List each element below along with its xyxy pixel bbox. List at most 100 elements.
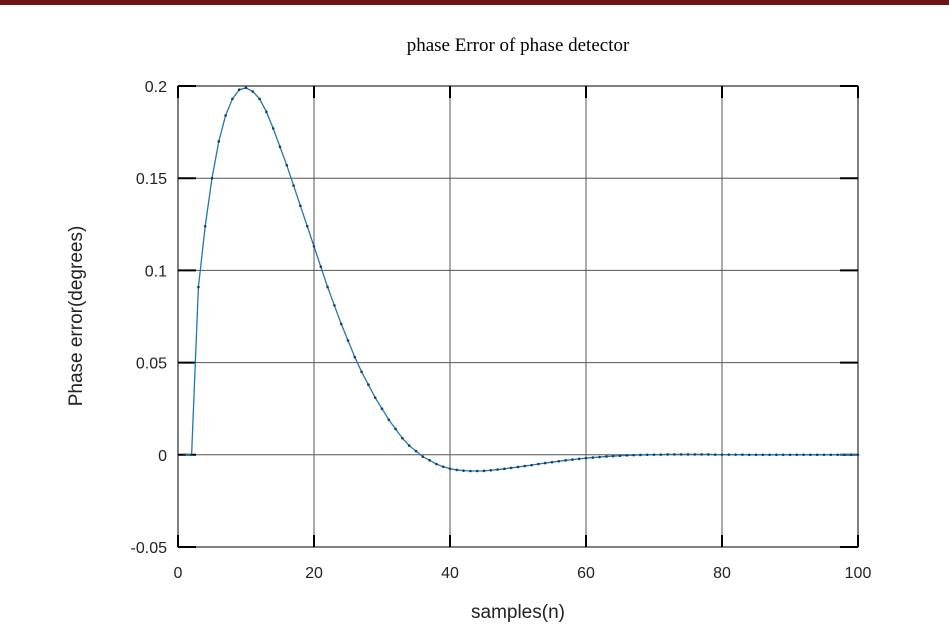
data-point: [523, 464, 527, 468]
data-point: [285, 163, 289, 167]
data-point: [557, 459, 561, 463]
x-tick-label: 80: [713, 565, 731, 582]
data-point: [414, 449, 418, 453]
data-point: [278, 145, 282, 149]
data-point: [530, 463, 533, 467]
data-point: [849, 453, 853, 457]
data-point: [509, 466, 513, 470]
data-point: [489, 468, 493, 472]
data-point: [258, 97, 261, 101]
data-point: [537, 462, 540, 466]
data-point: [516, 465, 520, 469]
data-point: [598, 455, 601, 459]
top-border-bar: [0, 0, 949, 5]
data-point: [584, 456, 588, 460]
data-point: [577, 457, 581, 461]
grid-layer: [177, 85, 859, 548]
y-tick-label: -0.05: [131, 540, 168, 557]
data-point: [407, 444, 411, 447]
data-point: [843, 453, 846, 457]
x-tick-label: 60: [577, 565, 595, 582]
tick-layer: 0 20 40 60 80 100 -0.05 0 0.05 0.1 0.15 0.2: [131, 79, 872, 582]
data-point: [618, 454, 622, 458]
data-point: [305, 224, 309, 228]
data-point: [666, 453, 669, 456]
x-tick-label: 0: [174, 565, 183, 582]
data-point: [645, 453, 649, 457]
data-point: [686, 453, 690, 456]
data-point: [550, 460, 554, 464]
data-point: [441, 465, 445, 469]
data-point: [543, 461, 547, 465]
data-point: [632, 453, 635, 457]
data-point: [387, 418, 391, 422]
data-point: [591, 456, 595, 459]
y-tick-label: 0.15: [136, 171, 167, 188]
data-point: [373, 396, 377, 399]
data-point: [720, 453, 724, 456]
data-point: [367, 383, 370, 387]
data-point: [727, 453, 731, 456]
data-point: [339, 322, 343, 326]
data-point: [829, 453, 833, 457]
data-point: [822, 453, 826, 457]
data-point: [421, 455, 425, 458]
data-point: [183, 453, 187, 457]
data-point: [659, 453, 663, 456]
data-point: [448, 467, 452, 470]
data-point: [475, 469, 479, 473]
plot-frame: [177, 85, 859, 548]
data-point: [679, 453, 683, 456]
data-point: [428, 459, 431, 462]
data-point: [299, 204, 302, 208]
data-point: [652, 453, 656, 456]
data-point: [197, 285, 200, 289]
data-point: [496, 468, 499, 471]
data-point: [455, 468, 459, 472]
data-point: [462, 469, 465, 472]
data-point: [713, 453, 717, 456]
data-point: [503, 467, 506, 471]
data-point: [346, 339, 350, 342]
data-point: [571, 458, 574, 461]
data-point: [707, 453, 710, 456]
data-point: [312, 245, 316, 248]
data-point: [333, 304, 336, 307]
data-point: [210, 176, 214, 180]
data-point: [625, 454, 629, 457]
data-point: [353, 355, 357, 359]
chart-title: phase Error of phase detector: [407, 35, 630, 56]
data-point: [237, 88, 241, 91]
data-point: [815, 453, 819, 457]
data-point: [217, 140, 221, 143]
data-point: [482, 469, 486, 473]
data-point: [401, 436, 404, 440]
x-tick-label: 40: [441, 565, 459, 582]
data-point: [741, 453, 744, 456]
data-point: [775, 453, 778, 457]
phase-error-line: [184, 87, 858, 472]
data-point: [244, 86, 248, 90]
data-point: [394, 427, 397, 431]
y-tick-label: 0.2: [145, 79, 167, 96]
data-point: [856, 453, 860, 457]
data-point: [673, 453, 676, 456]
data-point: [231, 97, 234, 101]
data-point: [788, 453, 792, 457]
x-axis-label: samples(n): [471, 602, 565, 623]
y-tick-label: 0.1: [145, 263, 167, 280]
series-layer: [183, 86, 860, 473]
data-point: [734, 453, 737, 456]
data-point: [605, 455, 608, 458]
y-tick-label: 0.05: [136, 356, 167, 373]
data-point: [224, 114, 227, 117]
data-point: [809, 453, 812, 457]
data-point: [761, 453, 765, 457]
data-point: [265, 110, 268, 114]
data-point: [292, 184, 295, 187]
data-point: [836, 453, 839, 457]
data-point: [795, 453, 799, 457]
data-point: [611, 454, 615, 458]
data-point: [754, 453, 758, 457]
